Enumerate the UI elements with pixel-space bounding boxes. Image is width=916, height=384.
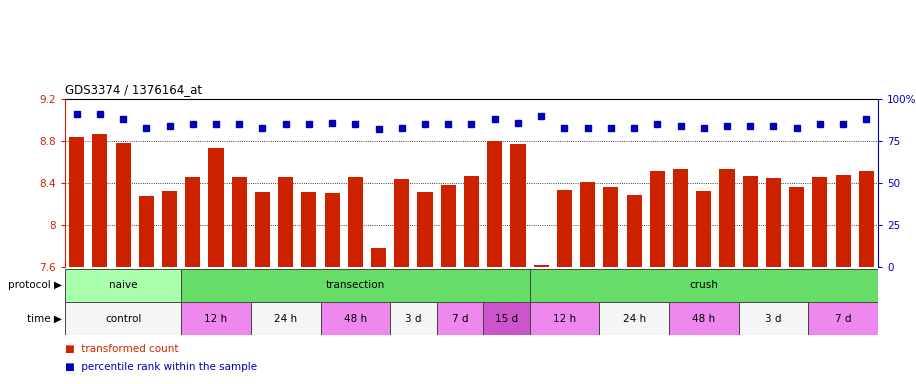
- Bar: [348, 177, 363, 267]
- Bar: [859, 171, 874, 267]
- Bar: [115, 143, 131, 267]
- Bar: [649, 171, 665, 267]
- Text: 15 d: 15 d: [495, 313, 518, 323]
- Bar: [483, 302, 529, 335]
- Text: crush: crush: [690, 280, 718, 291]
- Bar: [278, 177, 293, 267]
- Text: ■  transformed count: ■ transformed count: [65, 344, 179, 354]
- Text: naive: naive: [109, 280, 137, 291]
- Bar: [162, 191, 177, 267]
- Bar: [529, 302, 599, 335]
- Text: time ▶: time ▶: [27, 313, 62, 323]
- Bar: [441, 185, 456, 267]
- Bar: [627, 195, 641, 267]
- Text: 3 d: 3 d: [765, 313, 781, 323]
- Bar: [808, 302, 878, 335]
- Bar: [93, 134, 107, 267]
- Bar: [324, 194, 340, 267]
- Bar: [743, 175, 758, 267]
- Text: 3 d: 3 d: [405, 313, 421, 323]
- Bar: [487, 141, 502, 267]
- Text: protocol ▶: protocol ▶: [8, 280, 62, 291]
- Text: ■  percentile rank within the sample: ■ percentile rank within the sample: [65, 362, 257, 372]
- Bar: [209, 148, 224, 267]
- Text: 24 h: 24 h: [274, 313, 297, 323]
- Text: 7 d: 7 d: [834, 313, 851, 323]
- Text: 24 h: 24 h: [623, 313, 646, 323]
- Bar: [599, 302, 669, 335]
- Bar: [719, 169, 735, 267]
- Bar: [394, 179, 409, 267]
- Bar: [301, 192, 316, 267]
- Text: control: control: [105, 313, 141, 323]
- Bar: [604, 187, 618, 267]
- Text: 48 h: 48 h: [692, 313, 715, 323]
- Bar: [696, 191, 712, 267]
- Text: GDS3374 / 1376164_at: GDS3374 / 1376164_at: [65, 83, 202, 96]
- Bar: [534, 265, 549, 267]
- Bar: [65, 269, 181, 302]
- Bar: [510, 144, 526, 267]
- Text: 12 h: 12 h: [553, 313, 576, 323]
- Bar: [437, 302, 483, 335]
- Bar: [138, 195, 154, 267]
- Bar: [418, 192, 432, 267]
- Bar: [69, 137, 84, 267]
- Bar: [766, 178, 781, 267]
- Bar: [812, 177, 827, 267]
- Bar: [232, 177, 246, 267]
- Text: 48 h: 48 h: [344, 313, 367, 323]
- Bar: [390, 302, 437, 335]
- Bar: [321, 302, 390, 335]
- Bar: [580, 182, 595, 267]
- Bar: [463, 175, 479, 267]
- Bar: [251, 302, 321, 335]
- Bar: [790, 187, 804, 267]
- Bar: [673, 169, 688, 267]
- Text: transection: transection: [326, 280, 385, 291]
- Bar: [738, 302, 808, 335]
- Bar: [255, 192, 270, 267]
- Bar: [65, 302, 181, 335]
- Text: 7 d: 7 d: [452, 313, 468, 323]
- Bar: [669, 302, 738, 335]
- Bar: [181, 302, 251, 335]
- Bar: [835, 175, 851, 267]
- Bar: [371, 248, 387, 267]
- Bar: [557, 190, 572, 267]
- Bar: [185, 177, 201, 267]
- Bar: [529, 269, 878, 302]
- Bar: [181, 269, 529, 302]
- Text: 12 h: 12 h: [204, 313, 227, 323]
